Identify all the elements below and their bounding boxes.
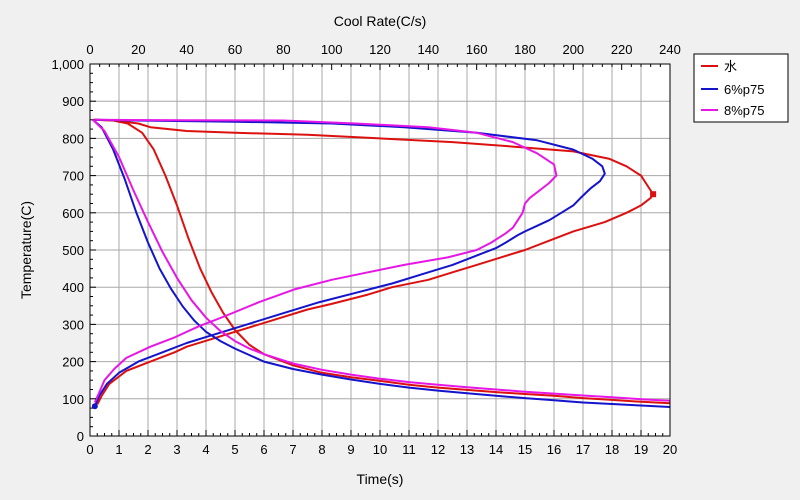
x-tick-label-5: 5 — [231, 442, 238, 457]
series-cooling-curve-6p75 — [92, 119, 671, 408]
x-tick-label-12: 12 — [431, 442, 445, 457]
x2-tick-label-100: 100 — [321, 42, 343, 57]
x2-tick-label-140: 140 — [417, 42, 439, 57]
x-tick-label-20: 20 — [663, 442, 677, 457]
legend: 水 6%p75 8%p75 — [693, 53, 789, 123]
x-tick-label-14: 14 — [489, 442, 503, 457]
y-tick-label-400: 400 — [62, 280, 84, 295]
y-tick-label-800: 800 — [62, 131, 84, 146]
x-axis-title: Time(s) — [357, 471, 404, 487]
y-tick-label-300: 300 — [62, 317, 84, 332]
x-tick-label-1: 1 — [115, 442, 122, 457]
x-tick-label-10: 10 — [373, 442, 387, 457]
series-cool-rate-curve-8p75 — [93, 118, 558, 403]
x-tick-label-11: 11 — [402, 442, 416, 457]
x2-tick-label-20: 20 — [131, 42, 145, 57]
y-tick-label-1000: 1,000 — [51, 57, 84, 72]
series-cool-rate-curve-water — [94, 118, 655, 405]
series-cooling-curve-8p75 — [92, 119, 671, 402]
y-tick-label-700: 700 — [62, 169, 84, 184]
y-tick-label-200: 200 — [62, 355, 84, 370]
x2-tick-label-220: 220 — [611, 42, 633, 57]
x-tick-label-4: 4 — [202, 442, 209, 457]
y-tick-label-100: 100 — [62, 392, 84, 407]
x-tick-label-9: 9 — [347, 442, 354, 457]
y-tick-label-500: 500 — [62, 243, 84, 258]
x-tick-label-16: 16 — [547, 442, 561, 457]
x-tick-label-18: 18 — [605, 442, 619, 457]
y-tick-label-900: 900 — [62, 94, 84, 109]
x-tick-label-7: 7 — [289, 442, 296, 457]
x2-tick-label-160: 160 — [466, 42, 488, 57]
peak-marker-water — [650, 191, 657, 198]
legend-label-8p75: 8%p75 — [724, 103, 764, 118]
x2-tick-label-200: 200 — [562, 42, 584, 57]
top-x-axis-title: Cool Rate(C/s) — [334, 13, 427, 29]
x-tick-label-2: 2 — [144, 442, 151, 457]
x2-tick-label-180: 180 — [514, 42, 536, 57]
x2-tick-label-120: 120 — [369, 42, 391, 57]
x2-tick-label-0: 0 — [86, 42, 93, 57]
x-tick-label-13: 13 — [460, 442, 474, 457]
x2-tick-label-80: 80 — [276, 42, 290, 57]
series-cool-rate-curve-6p75 — [93, 118, 606, 407]
axis-ticks: 0 1 2 3 4 5 6 7 8 9 10 11 12 13 14 15 16 17 18 19 200 20 40 60 8… — [51, 42, 680, 457]
end-marker-6p75 — [91, 403, 98, 410]
y-axis-title: Temperature(C) — [18, 201, 34, 299]
series-layer — [91, 118, 671, 410]
legend-label-6p75: 6%p75 — [724, 82, 764, 97]
x2-tick-label-40: 40 — [179, 42, 193, 57]
x-tick-label-17: 17 — [576, 442, 590, 457]
x-tick-label-3: 3 — [173, 442, 180, 457]
x-tick-label-19: 19 — [634, 442, 648, 457]
y-tick-label-0: 0 — [77, 429, 84, 444]
y-tick-label-600: 600 — [62, 206, 84, 221]
legend-label-water: 水 — [724, 59, 737, 74]
x-tick-label-6: 6 — [260, 442, 267, 457]
x-tick-label-8: 8 — [318, 442, 325, 457]
x2-tick-label-240: 240 — [659, 42, 681, 57]
x-tick-label-0: 0 — [86, 442, 93, 457]
x-tick-label-15: 15 — [518, 442, 532, 457]
x2-tick-label-60: 60 — [228, 42, 242, 57]
